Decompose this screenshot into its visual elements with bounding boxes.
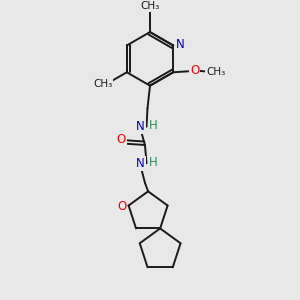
Text: H: H [148,119,157,132]
Text: H: H [148,156,157,169]
Text: CH₃: CH₃ [206,67,225,76]
Text: O: O [116,134,126,146]
Text: CH₃: CH₃ [93,79,112,89]
Text: N: N [176,38,184,51]
Text: O: O [117,200,126,213]
Text: N: N [136,157,145,170]
Text: N: N [136,120,145,133]
Text: CH₃: CH₃ [140,1,160,11]
Text: O: O [190,64,199,76]
